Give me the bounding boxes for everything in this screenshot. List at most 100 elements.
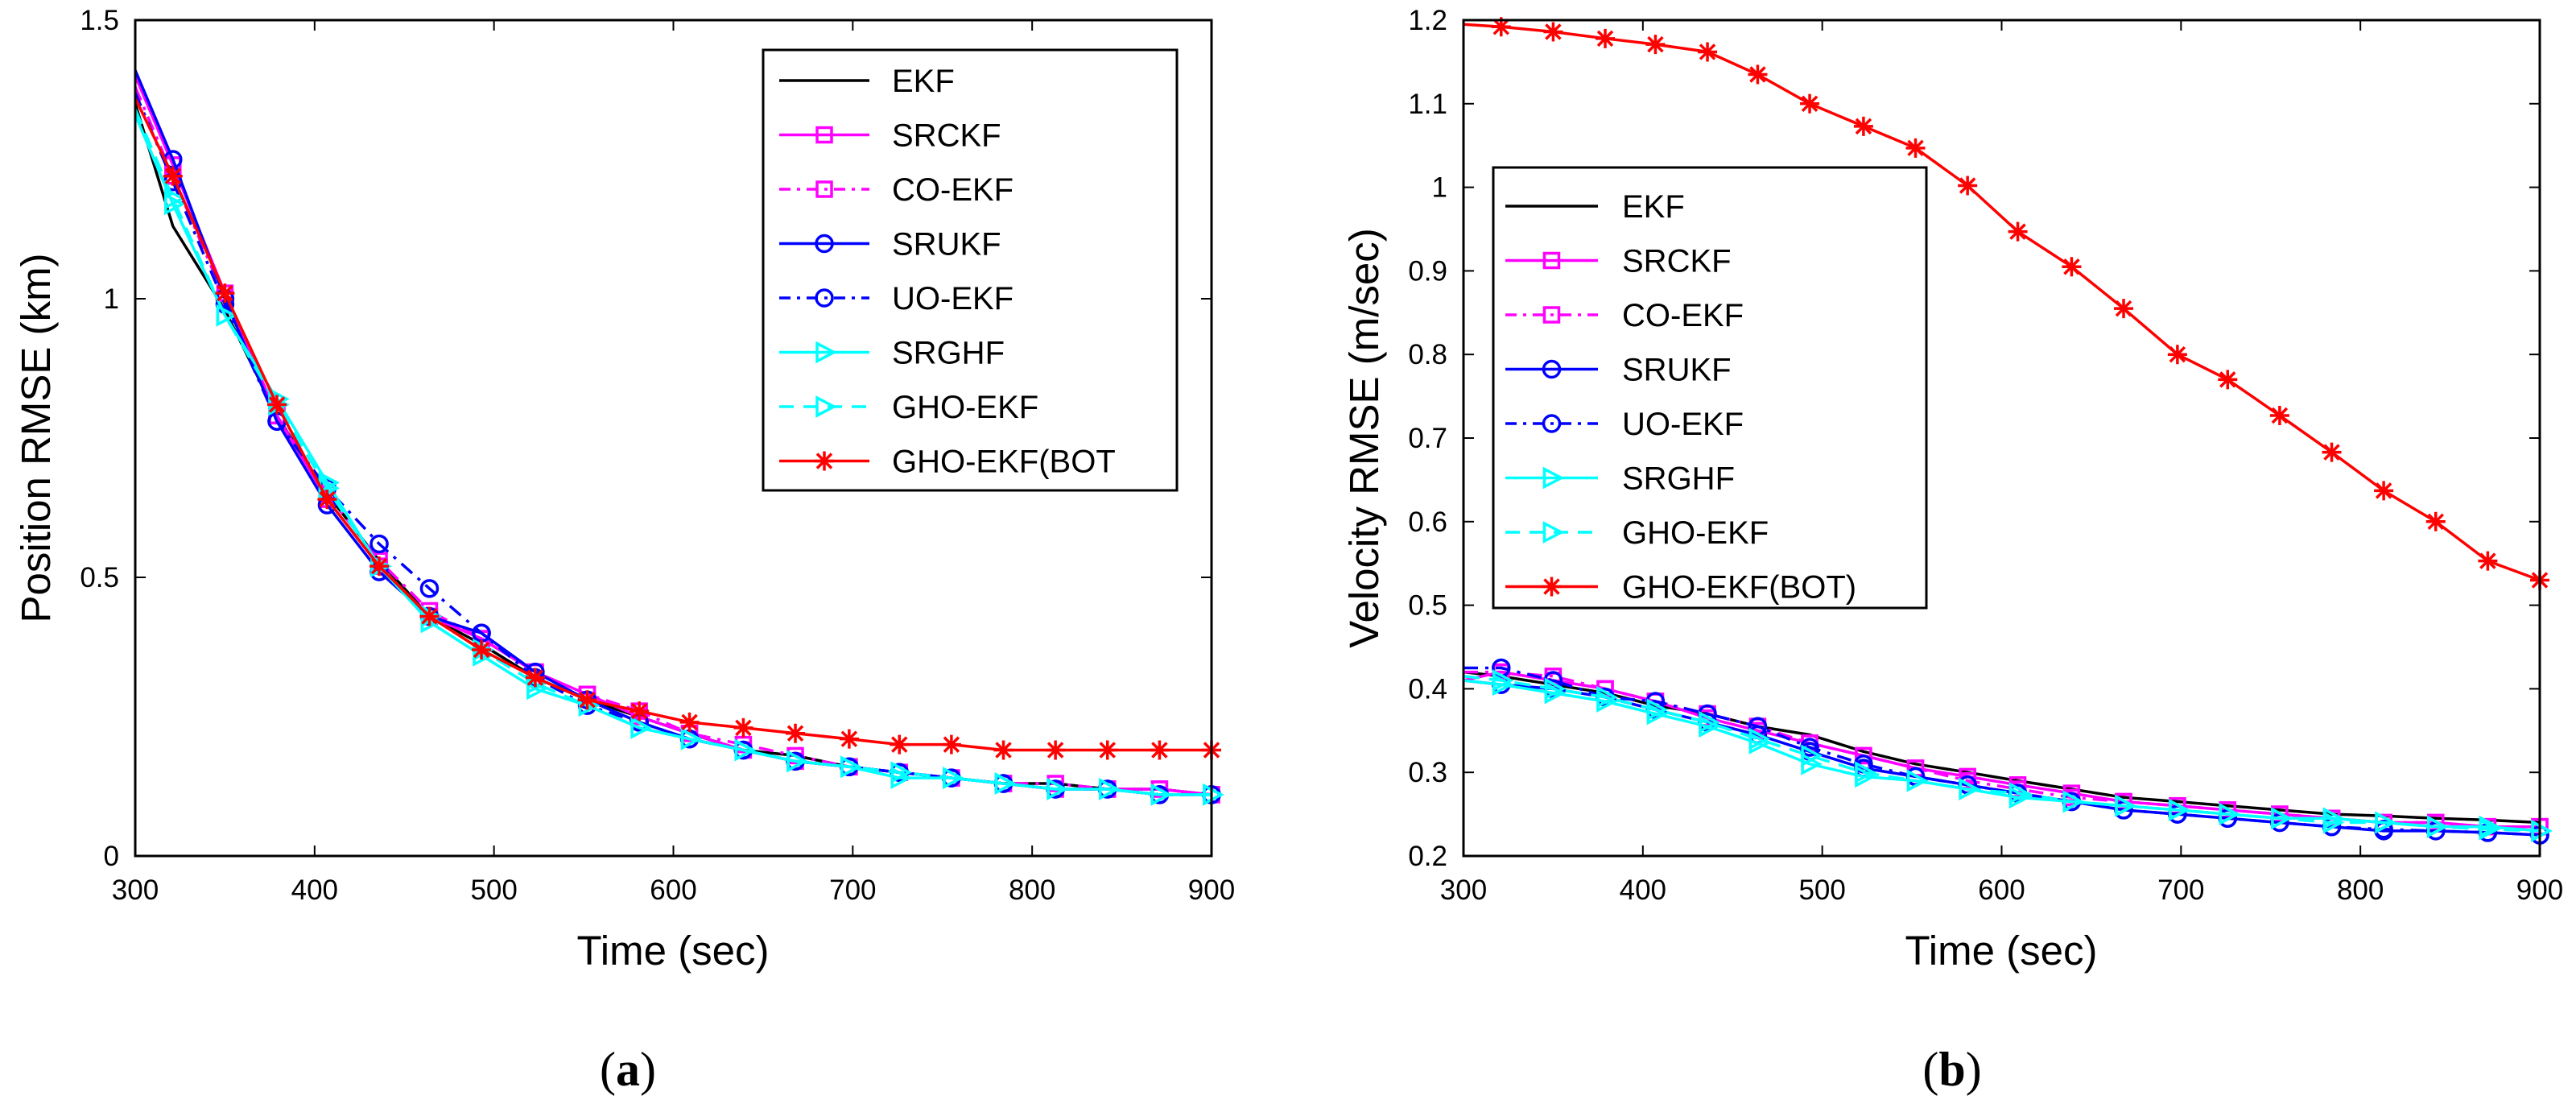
- data-point: [1543, 22, 1563, 42]
- data-point: [1646, 698, 1669, 721]
- data-point: [1046, 740, 1066, 760]
- data-point: [369, 534, 389, 554]
- x-axis-label-b: Time (sec): [1905, 928, 2098, 974]
- legend-entry: UO-EKF: [779, 281, 1013, 316]
- caption-b: (b): [1922, 1043, 1981, 1096]
- data-point: [369, 556, 390, 577]
- data-point: [2479, 817, 2501, 841]
- data-point: [267, 395, 287, 415]
- panel-b-velocity-rmse: 300 400 500 600 700 800 900 0.2 0.3 0.4 0.5 0.6 0.7…: [1341, 5, 2563, 1096]
- legend-entry: CO-EKF: [1505, 298, 1744, 333]
- legend-marker: [815, 126, 833, 144]
- data-point: [2269, 405, 2289, 425]
- x-tick-label: 500: [470, 874, 517, 906]
- y-tick-labels-a: 0 0.5 1 1.5: [80, 5, 119, 872]
- data-point: [2375, 811, 2396, 834]
- data-point: [786, 750, 808, 773]
- legend-label: SRUKF: [1622, 353, 1732, 388]
- x-tick-label: 800: [1009, 874, 1055, 906]
- legend-marker: [1542, 414, 1562, 433]
- legend-label: SRGHF: [892, 336, 1005, 371]
- series-line: [134, 109, 1212, 796]
- legend-marker: [1542, 306, 1561, 324]
- data-point: [164, 187, 186, 210]
- data-point: [1544, 677, 1567, 701]
- legend-entry: EKF: [779, 64, 955, 99]
- legend-label: CO-EKF: [1622, 298, 1744, 333]
- data-point: [216, 304, 238, 327]
- x-tick-label: 900: [2516, 874, 2563, 906]
- data-point: [733, 717, 753, 738]
- y-axis-label-a: Position RMSE (km): [13, 253, 59, 622]
- series-line: [1463, 666, 2541, 837]
- data-point: [2062, 257, 2082, 277]
- legend-b: EKF SRCKF CO-EKF SRUKF UO-EKF SRGHF GHO-EKF GHO…: [1492, 166, 1928, 610]
- legend-entry: SRUKF: [1505, 353, 1732, 388]
- legend-label: SRUKF: [892, 227, 1001, 263]
- data-point: [2008, 782, 2031, 805]
- legend-marker: [1542, 251, 1561, 270]
- legend-marker: [1542, 577, 1562, 597]
- x-axis-label-a: Time (sec): [577, 928, 770, 974]
- legend-label: GHO-EKF(BOT: [892, 444, 1116, 480]
- data-point: [2218, 370, 2238, 390]
- data-point: [1906, 769, 1929, 792]
- data-point: [2114, 299, 2134, 319]
- data-point: [1150, 783, 1173, 806]
- data-point: [1748, 727, 1771, 750]
- data-point: [2115, 794, 2136, 817]
- data-point: [1905, 138, 1926, 158]
- legend-entry: EKF: [1505, 189, 1685, 225]
- data-point: [215, 283, 235, 304]
- y-tick-label: 1.5: [80, 5, 119, 36]
- legend-label: GHO-EKF(BOT): [1622, 570, 1856, 606]
- x-tick-label: 800: [2337, 874, 2384, 906]
- series-group-a: [134, 69, 1224, 806]
- data-point: [993, 740, 1013, 760]
- data-point: [1150, 740, 1170, 760]
- y-tick-label: 0.9: [1408, 255, 1447, 287]
- data-point: [680, 727, 703, 750]
- y-tick-label: 0.5: [80, 562, 119, 593]
- y-tick-label: 0.8: [1408, 339, 1447, 370]
- y-tick-label: 1.2: [1408, 5, 1447, 36]
- legend-marker: [815, 180, 833, 198]
- series-gho-ekf: [1463, 669, 2553, 842]
- legend-entry: SRGHF: [1505, 461, 1735, 497]
- legend-entry: GHO-EKF: [1505, 515, 1769, 551]
- data-point: [1855, 746, 1872, 765]
- x-tick-label: 600: [650, 874, 696, 906]
- data-point: [2169, 799, 2190, 821]
- legend-label: GHO-EKF: [1622, 515, 1769, 551]
- legend-label: EKF: [892, 64, 955, 99]
- data-point: [1748, 64, 1768, 85]
- legend-marker: [815, 451, 834, 471]
- legend-label: SRCKF: [892, 118, 1001, 154]
- legend-label: UO-EKF: [892, 281, 1013, 316]
- x-tick-label: 900: [1188, 874, 1235, 906]
- y-tick-label: 1: [1432, 172, 1447, 204]
- data-point: [1800, 93, 1820, 114]
- panel-a-position-rmse: 300 400 500 600 700 800 900 0 0.5 1 1.5 Time (sec…: [13, 5, 1235, 1096]
- data-point: [1596, 28, 1616, 48]
- data-point: [630, 716, 652, 739]
- y-tick-label: 0: [104, 841, 119, 872]
- legend-entry: SRUKF: [779, 227, 1001, 263]
- legend-entry: GHO-EKF: [779, 390, 1038, 425]
- data-point: [2219, 803, 2241, 825]
- x-tick-label: 300: [112, 874, 159, 906]
- y-tick-label: 0.6: [1408, 506, 1447, 538]
- data-point: [2322, 811, 2345, 834]
- data-point: [2425, 511, 2446, 531]
- legend-marker: [1542, 466, 1565, 490]
- data-point: [2322, 442, 2342, 462]
- caption-a: (a): [600, 1043, 656, 1096]
- legend-label: GHO-EKF: [892, 390, 1038, 425]
- data-point: [630, 701, 650, 721]
- data-point: [890, 761, 913, 784]
- x-tick-label: 700: [2157, 874, 2204, 906]
- data-point: [2427, 815, 2449, 838]
- legend-entry: SRCKF: [779, 118, 1001, 154]
- legend-marker: [815, 234, 834, 254]
- legend-label: EKF: [1622, 189, 1685, 225]
